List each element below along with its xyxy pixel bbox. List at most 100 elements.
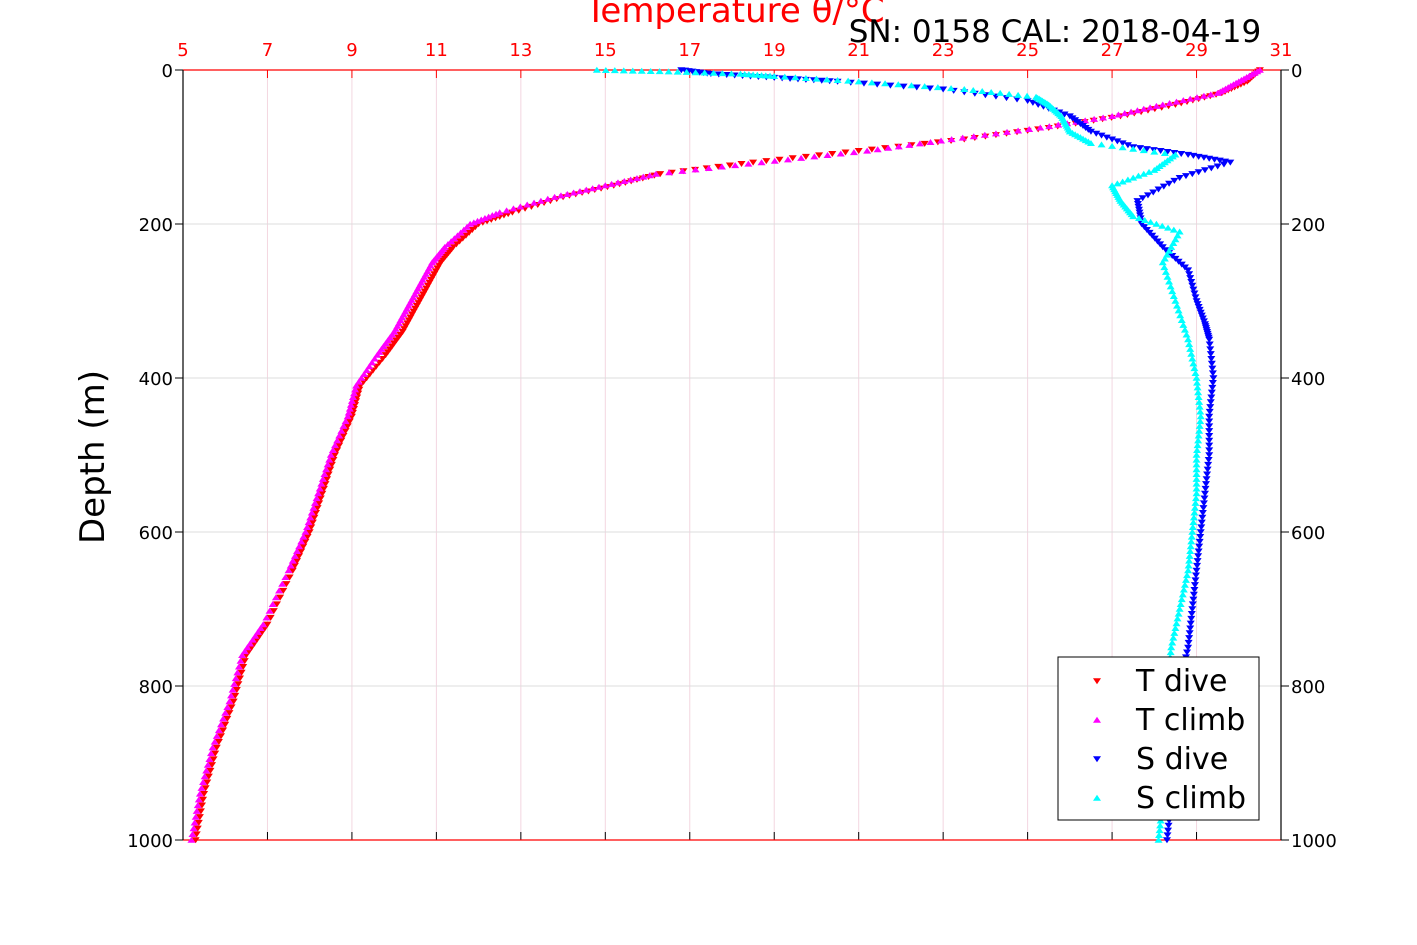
data-point — [1198, 509, 1207, 516]
data-point — [1193, 94, 1202, 101]
data-point — [1191, 577, 1200, 584]
data-point — [208, 744, 217, 751]
data-point — [1114, 111, 1123, 118]
data-point — [1176, 600, 1185, 607]
data-point — [1168, 288, 1177, 295]
data-point — [1118, 140, 1127, 147]
data-point — [1204, 457, 1213, 464]
data-point — [318, 475, 327, 482]
data-point — [1171, 625, 1180, 632]
data-point — [443, 241, 452, 248]
chart-subtitle: SN: 0158 CAL: 2018-04-19 — [849, 14, 1262, 50]
data-point — [236, 657, 245, 664]
data-point — [1184, 336, 1193, 343]
data-point — [1207, 389, 1216, 396]
data-point — [801, 74, 810, 81]
data-point — [516, 203, 525, 210]
data-point — [323, 476, 332, 483]
data-point — [1208, 365, 1217, 372]
data-point — [1205, 408, 1214, 415]
data-point — [301, 538, 310, 545]
data-point — [933, 84, 942, 91]
data-point — [335, 442, 344, 449]
data-point — [1158, 222, 1167, 229]
data-point — [1169, 292, 1178, 299]
data-point — [1205, 418, 1214, 425]
data-point — [341, 418, 350, 425]
data-point — [1167, 644, 1176, 651]
y-tick-label-left: 200 — [139, 215, 173, 236]
data-point — [912, 84, 921, 91]
data-point — [307, 524, 316, 531]
data-point — [920, 83, 929, 90]
data-point — [223, 703, 232, 710]
data-point — [1185, 557, 1194, 564]
data-point — [337, 437, 346, 444]
data-point — [1177, 317, 1186, 324]
data-point — [197, 784, 206, 791]
data-point — [1205, 341, 1214, 348]
legend-box — [1057, 656, 1260, 821]
data-point — [316, 495, 325, 502]
y-axis-label: Depth (m) — [73, 370, 113, 544]
data-point — [1183, 572, 1192, 579]
data-point — [1028, 99, 1037, 106]
data-point — [308, 519, 317, 526]
data-point — [626, 176, 635, 183]
data-point — [348, 394, 357, 401]
data-point — [1166, 649, 1175, 656]
data-point — [354, 378, 363, 385]
data-point — [817, 77, 826, 84]
data-point — [281, 574, 290, 581]
data-point — [1138, 195, 1147, 202]
data-point — [1172, 620, 1181, 627]
data-point — [1208, 380, 1217, 387]
data-point — [1152, 220, 1161, 227]
data-point — [381, 352, 390, 359]
chart-title: Temperature θ/°C — [584, 0, 884, 31]
data-point — [1199, 505, 1208, 512]
data-point — [620, 177, 629, 184]
data-point — [704, 164, 713, 171]
data-point — [899, 83, 908, 90]
data-point — [854, 78, 863, 85]
data-point — [1188, 601, 1197, 608]
data-point — [744, 160, 753, 167]
data-point — [907, 82, 916, 89]
data-point — [1200, 167, 1209, 174]
data-point — [1194, 432, 1203, 439]
data-point — [1036, 124, 1045, 131]
data-point — [346, 401, 355, 408]
data-point — [1133, 107, 1142, 114]
data-point — [1206, 91, 1215, 98]
data-point — [314, 490, 323, 497]
data-point — [569, 189, 578, 196]
y-tick-label-left: 600 — [139, 523, 173, 544]
data-point — [610, 67, 619, 74]
data-point — [1129, 174, 1138, 181]
data-point — [1196, 529, 1205, 536]
data-point — [230, 680, 239, 687]
data-point — [863, 147, 872, 154]
data-point — [1213, 89, 1222, 96]
data-point — [1163, 149, 1172, 156]
x-tick-label: 19 — [763, 40, 786, 61]
data-point — [1189, 286, 1198, 293]
data-point — [1209, 375, 1218, 382]
data-point — [717, 163, 726, 170]
data-point — [1203, 466, 1212, 473]
data-point — [1190, 290, 1199, 297]
data-point — [502, 207, 511, 214]
data-point — [1192, 567, 1201, 574]
x-tick-label: 7 — [262, 40, 273, 61]
data-point — [881, 80, 890, 87]
data-point — [1161, 268, 1170, 275]
data-point — [873, 81, 882, 88]
data-point — [1023, 98, 1032, 104]
data-point — [1205, 452, 1214, 459]
data-point — [1195, 398, 1204, 405]
data-point — [1193, 562, 1202, 569]
data-point — [1208, 370, 1217, 377]
data-point — [1195, 543, 1204, 550]
